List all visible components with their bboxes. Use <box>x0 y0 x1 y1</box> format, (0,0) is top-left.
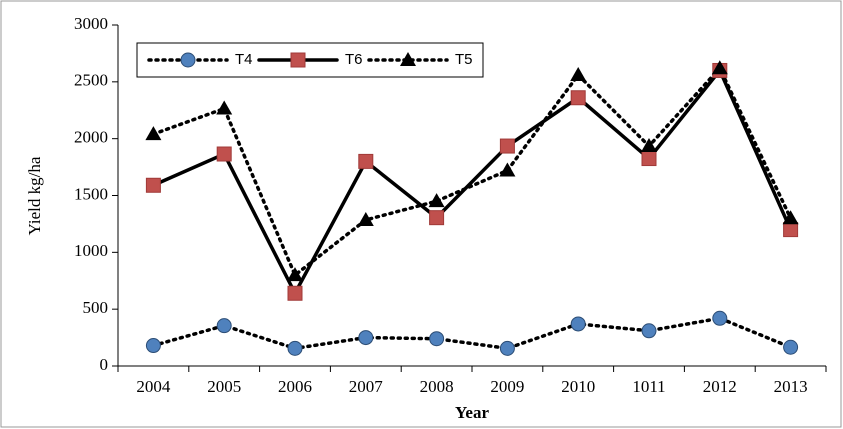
data-point <box>711 60 728 75</box>
data-point <box>499 340 515 356</box>
data-point <box>357 211 374 226</box>
x-tick-label: 2005 <box>207 377 241 396</box>
data-point <box>145 338 161 354</box>
x-tick-label: 2004 <box>136 377 171 396</box>
data-point <box>641 323 657 339</box>
data-point <box>216 100 233 115</box>
data-point <box>428 193 445 208</box>
data-point <box>783 339 799 355</box>
y-axis-title: Yield kg/ha <box>25 156 44 235</box>
data-point <box>287 285 303 301</box>
y-tick-label: 2000 <box>74 128 108 147</box>
y-tick-label: 1500 <box>74 184 108 203</box>
legend-label: T6 <box>345 51 363 68</box>
data-point <box>358 330 374 346</box>
y-tick-label: 2500 <box>74 71 108 90</box>
legend-marker <box>400 52 416 66</box>
data-point <box>783 222 799 238</box>
data-point <box>641 151 657 167</box>
x-tick-label: 2009 <box>490 377 524 396</box>
data-point <box>499 138 515 154</box>
data-point <box>145 126 162 141</box>
data-point <box>570 90 586 106</box>
series-line <box>151 65 793 278</box>
data-point <box>216 318 232 334</box>
y-tick-label: 500 <box>83 298 109 317</box>
data-point <box>287 340 303 356</box>
y-tick-label: 3000 <box>74 14 108 33</box>
data-point <box>216 146 232 162</box>
x-tick-label: 1011 <box>632 377 665 396</box>
y-tick-label: 1000 <box>74 241 108 260</box>
legend-label: T5 <box>455 51 473 68</box>
x-tick-label: 2012 <box>703 377 737 396</box>
legend-marker <box>180 52 196 68</box>
y-tick-label: 0 <box>100 355 109 374</box>
data-point <box>429 210 445 226</box>
x-tick-label: 2007 <box>349 377 384 396</box>
series-line <box>151 316 793 351</box>
data-point <box>712 310 728 326</box>
data-point <box>145 177 161 193</box>
data-point <box>287 267 303 282</box>
data-point <box>429 331 445 347</box>
data-point <box>570 316 586 332</box>
x-tick-label: 2008 <box>420 377 454 396</box>
data-point <box>499 162 516 177</box>
x-tick-label: 2006 <box>278 377 312 396</box>
legend-label: T4 <box>235 51 253 68</box>
x-axis-title: Year <box>455 403 489 422</box>
data-point <box>570 67 587 82</box>
data-point <box>641 138 657 153</box>
data-point <box>782 210 799 225</box>
x-tick-label: 2013 <box>774 377 808 396</box>
legend-marker <box>290 52 306 68</box>
series-line <box>151 67 793 298</box>
x-tick-label: 2010 <box>561 377 595 396</box>
data-point <box>358 153 374 169</box>
